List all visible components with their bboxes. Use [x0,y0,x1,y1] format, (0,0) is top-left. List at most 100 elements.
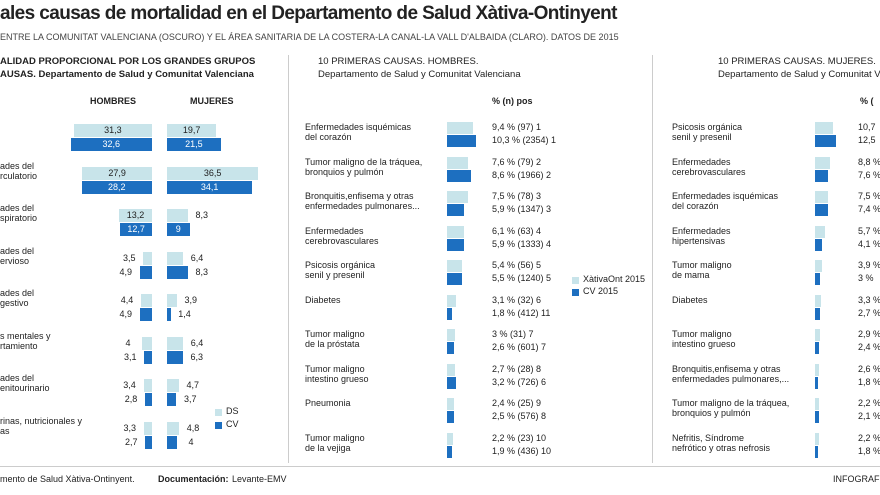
value-label: 8,3 [195,210,208,220]
bar [447,329,456,341]
value-label: 2,2 % (23) 10 [492,432,547,443]
value-label: 5,9 % (1347) 3 [492,204,552,214]
bar [143,379,152,392]
value-label: 7,5 % (78) 3 [492,191,542,201]
bar [447,294,456,307]
value-label: 7,4 % [858,204,880,214]
bar [141,294,152,307]
category-label: ades del gestivo [0,288,35,309]
category-label: Diabetes [672,294,708,305]
value-label: 31,3 [104,125,122,135]
value-label: 6,3 [190,351,203,362]
bar [447,204,464,216]
bar [139,265,152,279]
bar [144,350,152,364]
bar [815,432,819,445]
value-label: 19,7 [182,125,201,135]
category-label: s mentales y rtamiento [0,330,51,351]
value-label: 2,6 % (601) 7 [492,342,547,352]
value-label: 4,1 % [858,238,880,249]
value-label: 2,4 % (25) 9 [492,398,542,408]
bar [815,294,821,307]
value-label: 4,7 [186,380,199,390]
category-label: Enfermedades cerebrovasculares [672,156,746,177]
chart-subtitle: Departamento de Salud y Comunitat Valenc… [718,69,880,80]
bar [815,363,820,376]
bar [120,223,152,236]
value-label: 4,4 [120,295,134,305]
value-label: 10,7 [858,122,876,132]
bar [167,265,188,279]
chart-subtitle: AUSAS. Departamento de Salud y Comunitat… [0,69,254,80]
value-label: 6,4 [190,252,204,263]
legend-label: DS [226,406,239,416]
bar [82,166,152,180]
value-label: 3,9 % [858,260,880,270]
value-label: 1,4 [178,309,191,319]
value-label: 2,6 % [858,363,880,374]
bar [815,169,828,182]
value-label: 4 [125,337,131,348]
bar [447,238,464,251]
value-label: 3,1 [123,351,137,362]
category-label: ades del ervioso [0,245,35,266]
value-label: 3,9 [184,295,197,305]
bar [447,260,463,272]
value-label: 32,6 [102,139,121,149]
bar [143,251,152,265]
bar [167,124,217,137]
value-header: % ( [860,96,874,106]
legend-label: CV [226,419,239,429]
value-label: 2,4 % [858,342,880,352]
value-label: 28,2 [107,181,126,192]
value-label: 9,4 % (97) 1 [492,122,542,132]
value-label: 2,8 [124,394,138,404]
bar [167,251,183,265]
bar [167,421,179,435]
bar [167,138,221,151]
legend-swatch [215,409,222,416]
category-label: Pneumonia [305,398,351,408]
group-label: HOMBRES [90,96,137,106]
bar [167,350,183,364]
category-label: Nefritis, Síndrome nefrótico y otras nef… [672,432,771,453]
category-label: Enfermedades isquémicas del corazón [672,191,779,212]
bar [447,191,468,203]
bar [815,225,825,238]
bar [447,156,469,169]
bar [143,421,152,435]
bar [815,191,828,203]
chart-subtitle: Departamento de Salud y Comunitat Valenc… [318,69,521,80]
title: ales causas de mortalidad en el Departam… [0,3,617,24]
bar [815,445,819,458]
category-label: Enfermedades cerebrovasculares [305,225,379,246]
category-label: Bronquitis,enfisema y otras enfermedades… [672,363,790,384]
bar [447,169,472,182]
value-label: 27,9 [108,167,126,178]
value-label: 5,7 % [858,225,880,236]
footer-credit: INFOGRAFIA [833,474,880,484]
value-label: 36,5 [203,167,222,178]
category-label: Diabetes [305,294,341,305]
value-label: 7,6 % (79) 2 [492,156,542,167]
value-label: 2,7 % [858,307,880,318]
value-label: 2,5 % (576) 8 [492,411,547,421]
value-label: 13,2 [126,210,145,220]
bar [73,124,152,137]
bar [81,180,152,194]
value-label: 5,5 % (1240) 5 [492,273,552,283]
legend-swatch [572,277,579,284]
bar [447,398,454,410]
category-label: Tumor maligno de la tráquea, bronquios y… [672,398,790,419]
bar [815,307,820,320]
category-label: Enfermedades isquémicas del corazón [305,122,412,143]
bar [167,294,177,307]
bar [167,209,188,222]
value-label: 4 [188,436,194,447]
category-label: Tumor maligno intestino grueso [305,363,369,384]
chart-title: 10 PRIMERAS CAUSAS. HOMBRES. [318,56,479,67]
value-label: 6,1 % (63) 4 [492,225,542,236]
bar [139,308,152,321]
subtitle: ENTRE LA COMUNITAT VALENCIANA (OSCURO) Y… [0,32,619,42]
category-label: Bronquitis,enfisema y otras enfermedades… [305,191,420,212]
